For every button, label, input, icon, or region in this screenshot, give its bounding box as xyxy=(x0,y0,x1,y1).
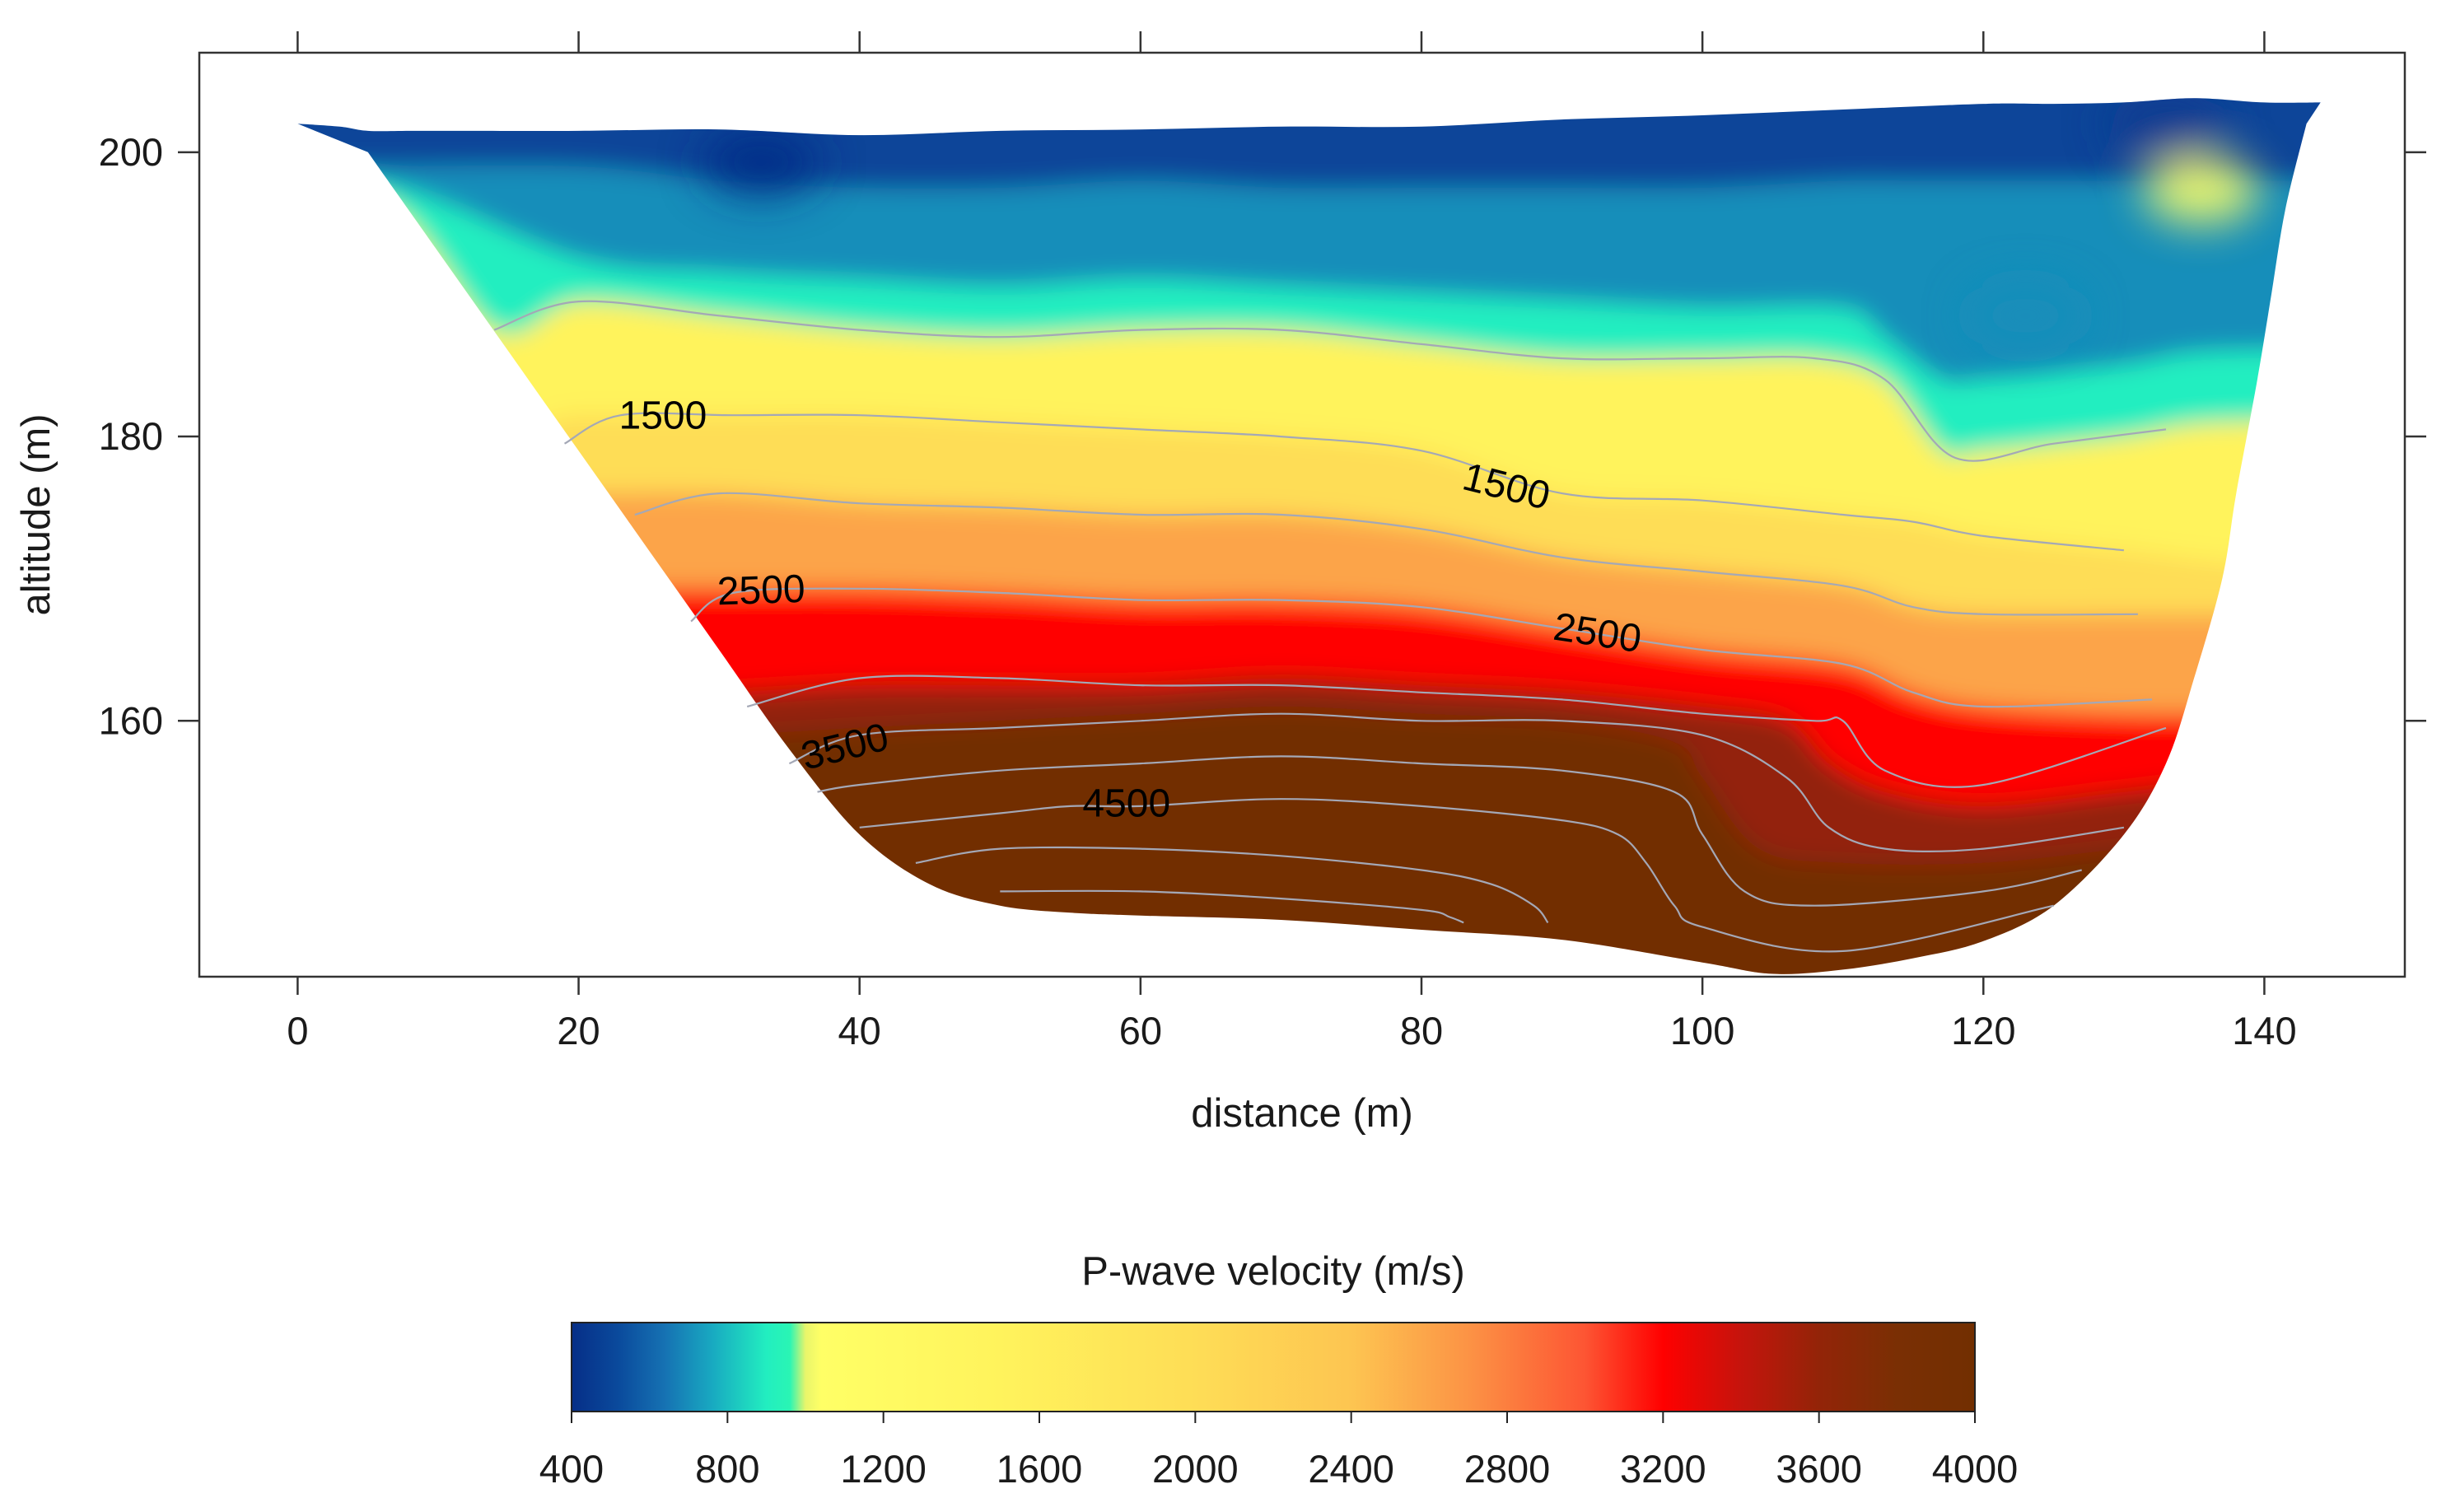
contour-line-3000 xyxy=(746,674,2167,788)
contour-label-1500: 1500 xyxy=(619,394,707,437)
contour-label-2500: 2500 xyxy=(717,567,805,614)
plot-frame xyxy=(198,51,2406,978)
x-tick-label: 20 xyxy=(557,1009,600,1052)
contour-line-1500 xyxy=(563,412,2125,552)
x-tick-label: 100 xyxy=(1670,1009,1734,1052)
velocity-anomalies xyxy=(703,98,2259,349)
x-tick-label: 40 xyxy=(838,1009,881,1052)
colorbar-tick-label: 2400 xyxy=(1308,1447,1394,1491)
x-tick-label: 120 xyxy=(1951,1009,2015,1052)
colorbar-tick-label: 3600 xyxy=(1776,1447,1862,1491)
contour-label-4500: 4500 xyxy=(1082,782,1170,826)
colorbar-gradient-bar xyxy=(571,1322,1976,1412)
contour-line-5000 xyxy=(915,846,1549,924)
colorbar: P-wave velocity (m/s) 400 800 1200 1600 2000… xyxy=(539,1249,2018,1491)
x-tick-label: 140 xyxy=(2232,1009,2296,1052)
contour-line-800 xyxy=(493,300,2167,462)
colorbar-tick-label: 1600 xyxy=(997,1447,1083,1491)
y-tick-label: 160 xyxy=(99,698,163,742)
contour-line-4000 xyxy=(817,755,2082,907)
colorbar-tick-label: 800 xyxy=(695,1447,759,1491)
velocity-layer-500 xyxy=(297,98,2321,189)
colorbar-tick-label: 2800 xyxy=(1464,1447,1551,1491)
contour-line-2500 xyxy=(690,587,2153,708)
velocity-anomaly xyxy=(2108,98,2224,157)
velocity-anomaly xyxy=(1968,282,2084,349)
colorbar-tick-label: 1200 xyxy=(840,1447,927,1491)
y-tick-label: 200 xyxy=(99,130,163,174)
x-tick-label: 0 xyxy=(287,1009,308,1052)
y-tick-label: 180 xyxy=(99,414,163,458)
contour-line-3500 xyxy=(788,712,2125,852)
velocity-layers xyxy=(297,98,2321,974)
colorbar-ticks: 400 800 1200 1600 2000 2400 2800 3200 3600 4000 xyxy=(539,1412,2018,1491)
colorbar-tick-label: 4000 xyxy=(1932,1447,2019,1491)
y-axis: 160 180 200 xyxy=(99,130,2426,742)
contour-line-5500 xyxy=(1000,889,1464,924)
velocity-anomaly xyxy=(703,128,819,195)
x-axis-label: distance (m) xyxy=(1191,1091,1413,1136)
contour-line-4500 xyxy=(859,798,2054,953)
colorbar-tick-label: 400 xyxy=(539,1447,604,1491)
colorbar-tick-label: 2000 xyxy=(1152,1447,1239,1491)
x-axis: 0 20 40 60 80 100 120 140 xyxy=(287,31,2297,1052)
colorbar-tick-label: 3200 xyxy=(1620,1447,1706,1491)
velocity-section xyxy=(297,98,2321,974)
y-axis-label: altitude (m) xyxy=(14,413,58,615)
contour-line-2000 xyxy=(634,492,2138,616)
contour-lines xyxy=(493,300,2167,953)
x-tick-label: 80 xyxy=(1400,1009,1443,1052)
x-tick-label: 60 xyxy=(1119,1009,1162,1052)
colorbar-title: P-wave velocity (m/s) xyxy=(1081,1249,1465,1294)
velocity-anomaly xyxy=(2143,157,2259,224)
